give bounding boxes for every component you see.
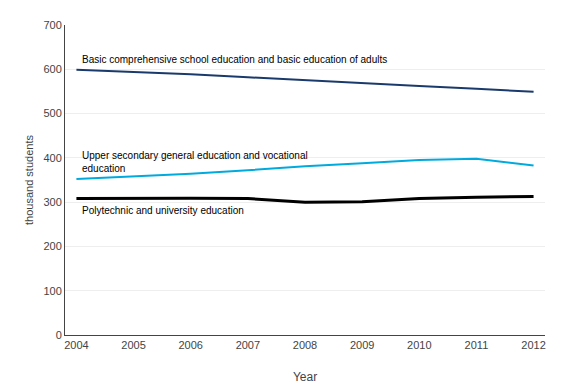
svg-text:600: 600 — [43, 63, 61, 75]
svg-text:2010: 2010 — [407, 339, 431, 351]
svg-text:Upper secondary general educat: Upper secondary general education and vo… — [82, 150, 308, 174]
svg-text:2006: 2006 — [178, 339, 202, 351]
svg-text:2005: 2005 — [121, 339, 145, 351]
svg-text:400: 400 — [43, 152, 61, 164]
svg-text:300: 300 — [43, 196, 61, 208]
svg-text:Basic comprehensive school edu: Basic comprehensive school education and… — [82, 54, 387, 65]
svg-text:Year: Year — [293, 370, 317, 384]
svg-text:2009: 2009 — [350, 339, 374, 351]
svg-text:500: 500 — [43, 107, 61, 119]
svg-text:0: 0 — [56, 329, 62, 341]
svg-text:2012: 2012 — [521, 339, 545, 351]
svg-text:100: 100 — [43, 285, 61, 297]
svg-text:Polytechnic and university edu: Polytechnic and university education — [82, 205, 244, 216]
svg-text:200: 200 — [43, 240, 61, 252]
svg-text:2004: 2004 — [64, 339, 88, 351]
svg-text:2011: 2011 — [465, 339, 489, 351]
svg-text:thousand students: thousand students — [23, 135, 35, 225]
svg-text:2008: 2008 — [293, 339, 317, 351]
svg-text:2007: 2007 — [236, 339, 260, 351]
svg-text:700: 700 — [43, 19, 61, 31]
